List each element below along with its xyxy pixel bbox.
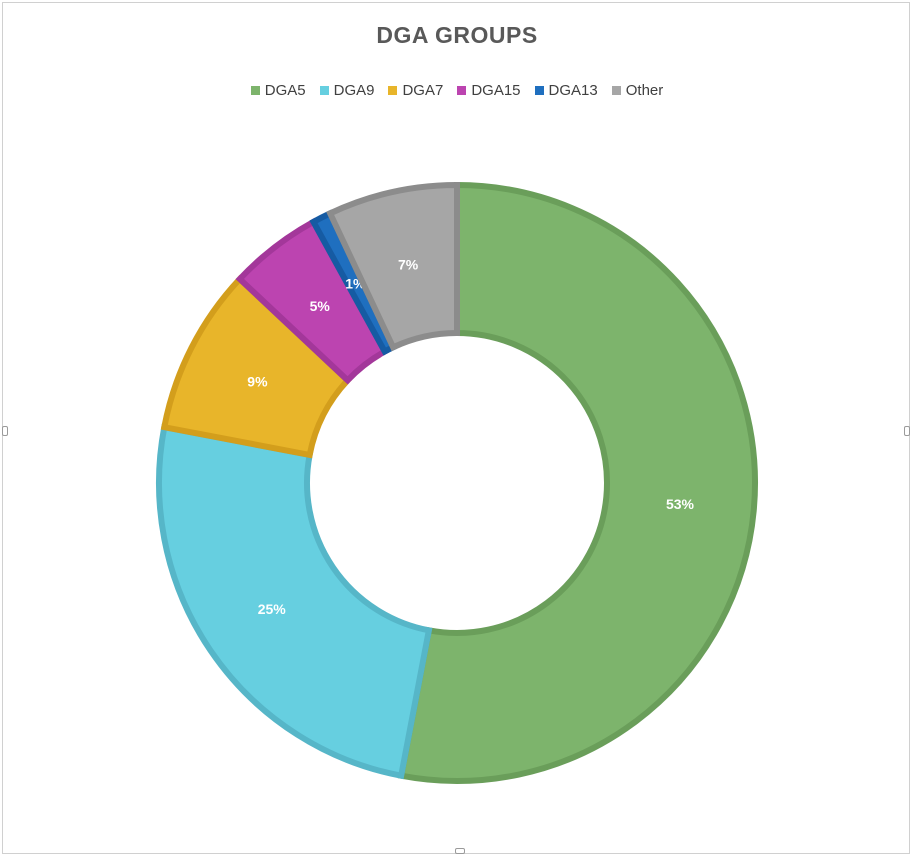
legend-swatch	[457, 86, 467, 95]
legend-swatch	[250, 86, 260, 95]
legend-item-dga9: DGA9	[319, 82, 375, 99]
legend-swatch	[534, 86, 544, 95]
data-label-other: 7%	[398, 256, 419, 272]
chart-legend: DGA5 DGA9 DGA7 DGA15 DGA13 Other	[0, 82, 914, 99]
legend-label: DGA5	[264, 82, 306, 99]
legend-item-dga15: DGA15	[457, 82, 521, 99]
legend-item-dga13: DGA13	[534, 82, 598, 99]
legend-item-dga7: DGA7	[388, 82, 443, 99]
slice-dga9[interactable]	[156, 423, 433, 780]
legend-label: Other	[625, 82, 664, 99]
legend-swatch	[388, 86, 398, 95]
legend-swatch	[319, 86, 329, 95]
resize-handle-right[interactable]	[904, 426, 910, 436]
legend-label: DGA13	[548, 82, 598, 99]
legend-label: DGA9	[333, 82, 375, 99]
data-label-dga15: 5%	[310, 298, 331, 314]
resize-handle-left[interactable]	[2, 426, 8, 436]
chart-title: DGA GROUPS	[376, 22, 538, 48]
legend-item-dga5: DGA5	[250, 82, 306, 99]
data-label-dga9: 25%	[258, 601, 287, 617]
data-label-dga5: 53%	[666, 496, 695, 512]
legend-item-other: Other	[611, 82, 664, 99]
legend-swatch	[611, 86, 621, 95]
resize-handle-bottom[interactable]	[455, 848, 465, 854]
slice-dga5[interactable]	[397, 181, 758, 784]
legend-label: DGA15	[471, 82, 521, 99]
slice-other[interactable]	[326, 181, 460, 352]
legend-label: DGA7	[402, 82, 444, 99]
data-label-dga7: 9%	[247, 373, 268, 389]
